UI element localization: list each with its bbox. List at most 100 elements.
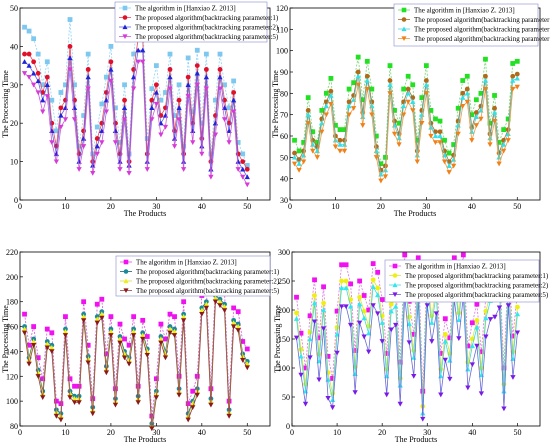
y-tick-label: 80 bbox=[10, 422, 18, 431]
data-point bbox=[35, 374, 41, 379]
data-point bbox=[190, 109, 196, 115]
data-point bbox=[203, 86, 210, 92]
data-point bbox=[424, 303, 430, 308]
data-point bbox=[323, 112, 330, 118]
data-point bbox=[63, 314, 68, 320]
data-point bbox=[373, 148, 380, 154]
data-point bbox=[311, 319, 318, 325]
data-point bbox=[194, 392, 200, 398]
data-point bbox=[203, 74, 210, 80]
data-point bbox=[323, 90, 329, 96]
data-point bbox=[456, 310, 462, 316]
data-point bbox=[397, 382, 403, 388]
data-point bbox=[26, 28, 32, 34]
data-point bbox=[199, 307, 205, 313]
data-point bbox=[397, 401, 403, 407]
data-point bbox=[312, 293, 317, 298]
data-point bbox=[432, 140, 439, 146]
data-point bbox=[414, 159, 420, 165]
data-point bbox=[67, 44, 73, 49]
data-point bbox=[144, 334, 150, 339]
data-point bbox=[328, 88, 334, 94]
data-point bbox=[343, 285, 349, 291]
data-point bbox=[465, 366, 471, 372]
y-tick-label: 200 bbox=[278, 306, 290, 315]
data-point bbox=[40, 109, 46, 115]
data-point bbox=[62, 105, 69, 110]
legend-marker bbox=[122, 34, 128, 40]
data-point bbox=[375, 292, 381, 298]
data-point bbox=[140, 336, 146, 342]
data-point bbox=[99, 140, 105, 146]
data-point bbox=[496, 305, 503, 311]
data-point bbox=[167, 330, 173, 336]
data-point bbox=[383, 154, 388, 160]
data-point bbox=[474, 318, 480, 323]
data-point bbox=[126, 357, 132, 363]
legend-entry: The algorithm in [Hanxiao Z. 2013] bbox=[414, 7, 515, 15]
data-point bbox=[235, 158, 241, 164]
data-point bbox=[460, 90, 466, 96]
legend-marker bbox=[401, 7, 407, 13]
data-point bbox=[456, 336, 462, 342]
data-point bbox=[21, 326, 28, 332]
data-point bbox=[94, 301, 100, 307]
data-point bbox=[235, 323, 241, 329]
data-point bbox=[213, 97, 218, 103]
data-point bbox=[321, 284, 326, 290]
data-point bbox=[492, 314, 498, 320]
data-point bbox=[167, 74, 173, 80]
data-point bbox=[429, 320, 435, 325]
data-point bbox=[451, 255, 457, 261]
x-tick-label: 40 bbox=[468, 428, 476, 437]
data-point bbox=[346, 103, 352, 109]
data-point bbox=[428, 124, 434, 130]
data-point bbox=[500, 148, 507, 154]
data-point bbox=[235, 140, 241, 145]
data-point bbox=[496, 154, 502, 160]
data-point bbox=[437, 133, 443, 139]
data-point bbox=[144, 348, 150, 354]
data-point bbox=[63, 82, 68, 88]
data-point bbox=[411, 331, 417, 337]
series-line-4 bbox=[24, 61, 248, 185]
data-point bbox=[26, 342, 32, 348]
x-tick-label: 10 bbox=[61, 428, 69, 437]
data-point bbox=[244, 163, 250, 168]
data-point bbox=[410, 99, 416, 105]
data-point bbox=[307, 313, 313, 319]
legend-entry: The proposed algorithm(backtracking para… bbox=[136, 287, 280, 295]
data-point bbox=[447, 376, 453, 382]
data-point bbox=[312, 277, 317, 283]
data-point bbox=[478, 391, 485, 397]
data-point bbox=[291, 154, 298, 160]
legend-marker bbox=[122, 5, 128, 11]
data-point bbox=[406, 340, 412, 346]
data-point bbox=[203, 67, 209, 72]
data-point bbox=[90, 411, 96, 417]
data-point bbox=[355, 54, 361, 60]
data-point bbox=[419, 95, 425, 100]
data-point bbox=[460, 94, 466, 100]
data-point bbox=[364, 77, 370, 83]
data-point bbox=[153, 82, 159, 88]
data-point bbox=[492, 105, 497, 111]
x-tick-label: 0 bbox=[18, 428, 22, 437]
data-point bbox=[81, 113, 87, 118]
legend-entry: The algorithm in [Hanxiao Z. 2013] bbox=[135, 5, 236, 13]
data-point bbox=[370, 303, 376, 308]
data-point bbox=[364, 73, 370, 79]
data-point bbox=[293, 316, 300, 321]
data-point bbox=[212, 295, 219, 301]
data-point bbox=[171, 328, 178, 334]
data-point bbox=[423, 78, 429, 83]
data-point bbox=[58, 105, 64, 111]
chart-panel-2: 30 40 50 60 70 80 90 100 110 120 0 10 20 30 40 50 The Pr… bbox=[271, 3, 550, 218]
legend-marker bbox=[392, 292, 398, 298]
data-point bbox=[319, 129, 325, 135]
legend-entry: The algorithm in [Hanxiao Z. 2013] bbox=[136, 259, 237, 267]
data-point bbox=[447, 357, 453, 363]
data-point bbox=[163, 90, 168, 95]
data-point bbox=[364, 58, 370, 64]
